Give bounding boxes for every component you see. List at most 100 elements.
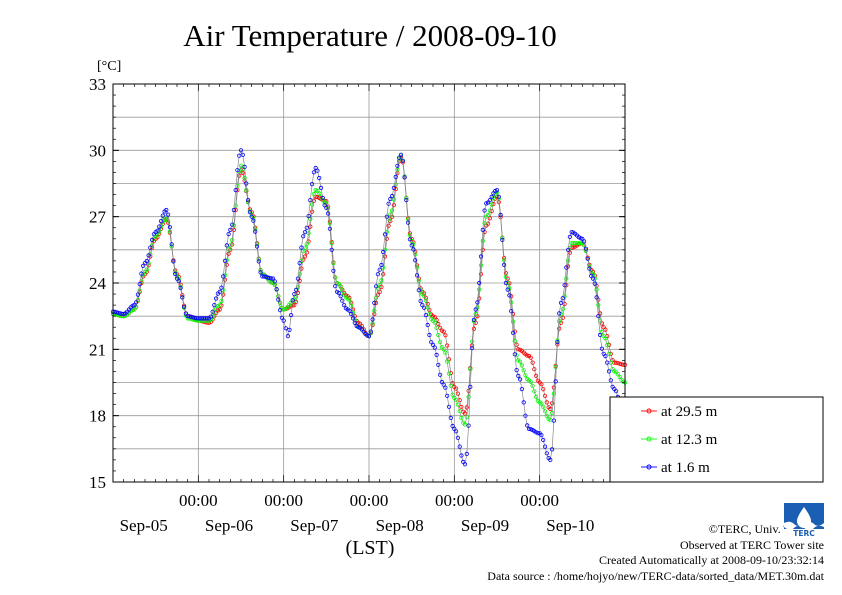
series-point <box>482 208 487 213</box>
series-point <box>366 333 372 339</box>
series-point <box>405 220 411 225</box>
series-point <box>530 360 535 365</box>
series-point <box>349 311 354 317</box>
series-point <box>457 409 462 414</box>
series-point <box>548 457 553 462</box>
series-point <box>468 367 473 372</box>
series-point <box>560 296 565 301</box>
series-point <box>469 346 475 351</box>
series-point <box>333 284 338 289</box>
series-point <box>214 306 219 312</box>
series-point <box>389 208 395 213</box>
series-point <box>304 225 309 230</box>
series-point <box>277 300 283 305</box>
series-point <box>599 329 605 334</box>
series-point <box>613 360 619 365</box>
series-point <box>386 223 391 228</box>
series-point <box>478 263 484 268</box>
series-point <box>356 325 361 330</box>
series-point <box>293 294 299 300</box>
series-point <box>436 321 441 326</box>
x-tick-label-date: Sep-08 <box>376 516 424 535</box>
y-tick-label: 33 <box>89 75 106 94</box>
series-point <box>494 188 500 193</box>
series-point <box>379 262 384 268</box>
series-point <box>615 372 621 377</box>
series-point <box>411 247 416 252</box>
series-point <box>277 307 283 313</box>
series-point <box>251 218 256 223</box>
series-point <box>208 314 213 319</box>
series-point <box>400 158 405 163</box>
series-point <box>180 295 185 300</box>
legend-entry-label: at 1.6 m <box>661 460 710 476</box>
series-point <box>329 247 334 252</box>
series-point <box>230 222 235 227</box>
series-point <box>235 168 240 173</box>
series-point <box>270 276 276 281</box>
series-point <box>432 345 437 350</box>
y-axis-unit: [°C] <box>97 59 121 74</box>
series-point <box>375 292 380 297</box>
series-point <box>279 315 284 320</box>
series-point <box>235 183 240 188</box>
series-point <box>381 272 386 277</box>
series-point <box>224 243 229 248</box>
series-point <box>370 317 375 322</box>
series-point <box>292 291 297 297</box>
data-source-text: Data source : /home/hojyo/new/TERC-data/… <box>487 568 824 583</box>
series-point <box>347 308 352 313</box>
series-point <box>523 413 528 418</box>
series-point <box>418 298 423 304</box>
series-point <box>167 225 172 230</box>
series-point <box>549 447 555 452</box>
series-point <box>331 260 336 266</box>
series-point <box>150 237 155 242</box>
series-point <box>503 280 508 286</box>
series-point <box>242 164 247 169</box>
series-point <box>459 453 464 458</box>
series-point <box>519 386 525 392</box>
series-point <box>500 237 505 242</box>
series-point <box>551 391 557 396</box>
series-point <box>462 411 468 416</box>
series-point <box>238 148 244 153</box>
series-point <box>238 163 244 168</box>
series-point <box>240 170 245 176</box>
series-point <box>158 219 164 224</box>
series-point <box>398 152 404 157</box>
series-point <box>416 288 421 293</box>
series-point <box>549 401 555 406</box>
series-point <box>338 284 343 289</box>
series-point <box>464 405 469 410</box>
series-point <box>567 250 573 255</box>
series-point <box>377 267 382 272</box>
x-tick-label-date: Sep-06 <box>205 516 253 535</box>
created-text: Created Automatically at 2008-09-10/23:3… <box>599 553 824 567</box>
series-point <box>544 451 549 456</box>
series-point <box>605 360 610 365</box>
series-point <box>352 320 357 325</box>
series-point <box>487 198 492 203</box>
series-point <box>596 302 601 308</box>
series-point <box>283 326 288 331</box>
credits: ©TERC, Univ. Tsukuba Observed at TERC To… <box>404 522 824 584</box>
series-point <box>146 253 151 258</box>
chart-title: Air Temperature / 2008-09-10 <box>183 18 556 53</box>
series-point <box>482 221 487 226</box>
series-point <box>306 231 311 236</box>
series-point <box>244 181 249 186</box>
series-point <box>437 339 443 345</box>
observed-text: Observed at TERC Tower site <box>679 537 824 552</box>
series-point <box>190 315 196 320</box>
x-tick-label-date: Sep-07 <box>290 516 339 535</box>
series-point <box>306 214 311 219</box>
legend-entry-label: at 29.5 m <box>661 404 718 420</box>
series-point <box>269 276 274 281</box>
series-point <box>507 293 512 298</box>
series-point <box>445 343 450 348</box>
series-point <box>542 409 548 414</box>
series-point <box>272 279 277 284</box>
series-point <box>313 194 318 199</box>
series-point <box>299 266 304 271</box>
